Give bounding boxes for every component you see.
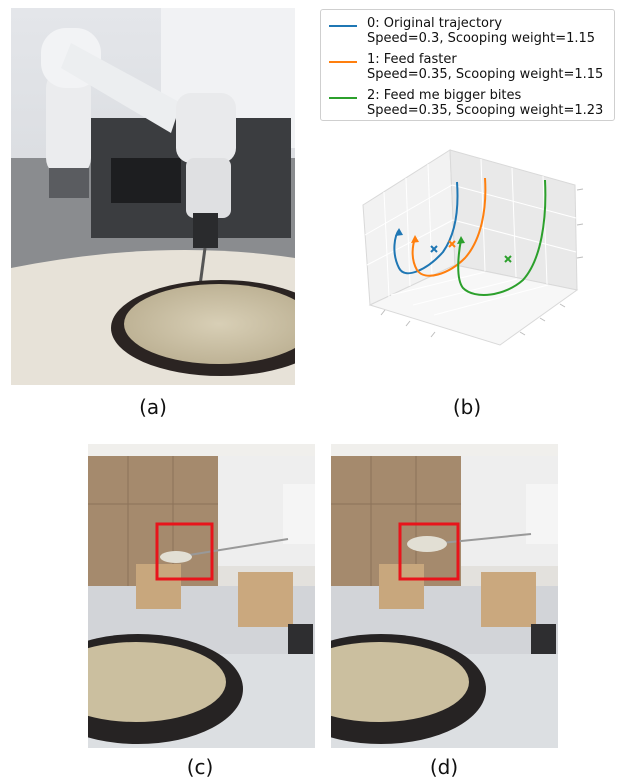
end-marker-bigger [504, 255, 512, 263]
trajectory-faster [411, 177, 487, 277]
caption-c: (c) [186, 755, 214, 779]
legend-series-params: Speed=0.35, Scooping weight=1.23 [367, 103, 604, 118]
highlight-box [398, 522, 460, 581]
end-marker-original [430, 245, 438, 253]
caption-d: (d) [429, 755, 459, 779]
arrow-original [395, 228, 403, 236]
highlight-box [155, 522, 214, 581]
feeding-photo-c [88, 444, 315, 748]
legend-series-params: Speed=0.3, Scooping weight=1.15 [367, 31, 596, 46]
legend-swatch-orange [329, 61, 357, 63]
legend-series-name: 0: Original trajectory [367, 16, 503, 31]
arrow-bigger [457, 236, 465, 244]
legend-swatch-green [329, 97, 357, 99]
robot-arm-photo [11, 8, 295, 385]
legend-series-name: 2: Feed me bigger bites [367, 88, 522, 103]
trajectory-bigger [457, 179, 547, 296]
end-marker-faster [448, 240, 456, 248]
caption-a: (a) [139, 395, 167, 419]
legend-series-name: 1: Feed faster [367, 52, 457, 67]
feeding-photo-d [331, 444, 558, 748]
trajectory-3d-chart [355, 140, 595, 350]
legend-swatch-blue [329, 25, 357, 27]
caption-b: (b) [452, 395, 482, 419]
chart-legend: 0: Original trajectory Speed=0.3, Scoopi… [320, 9, 615, 121]
arrow-faster [411, 235, 419, 243]
legend-series-params: Speed=0.35, Scooping weight=1.15 [367, 67, 604, 82]
trajectory-original [393, 181, 459, 275]
